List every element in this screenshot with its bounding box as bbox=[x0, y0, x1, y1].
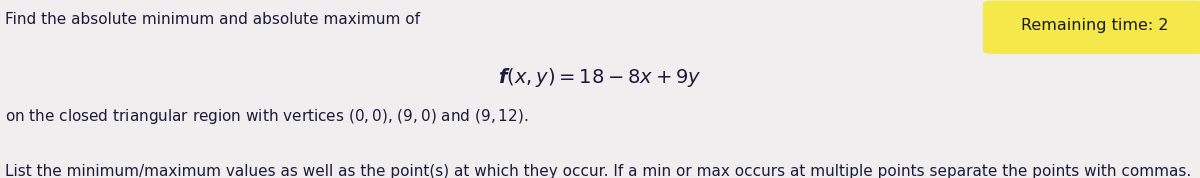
FancyBboxPatch shape bbox=[983, 1, 1200, 54]
Text: on the closed triangular region with vertices $(0, 0)$, $(9, 0)$ and $(9, 12)$.: on the closed triangular region with ver… bbox=[5, 107, 528, 126]
Text: $\boldsymbol{f}(x, y) = 18 - 8x + 9y$: $\boldsymbol{f}(x, y) = 18 - 8x + 9y$ bbox=[498, 66, 702, 89]
Text: List the minimum/maximum values as well as the point(s) at which they occur. If : List the minimum/maximum values as well … bbox=[5, 164, 1192, 178]
Text: Find the absolute minimum and absolute maximum of: Find the absolute minimum and absolute m… bbox=[5, 12, 420, 27]
Text: Remaining time: 2: Remaining time: 2 bbox=[1021, 18, 1168, 33]
